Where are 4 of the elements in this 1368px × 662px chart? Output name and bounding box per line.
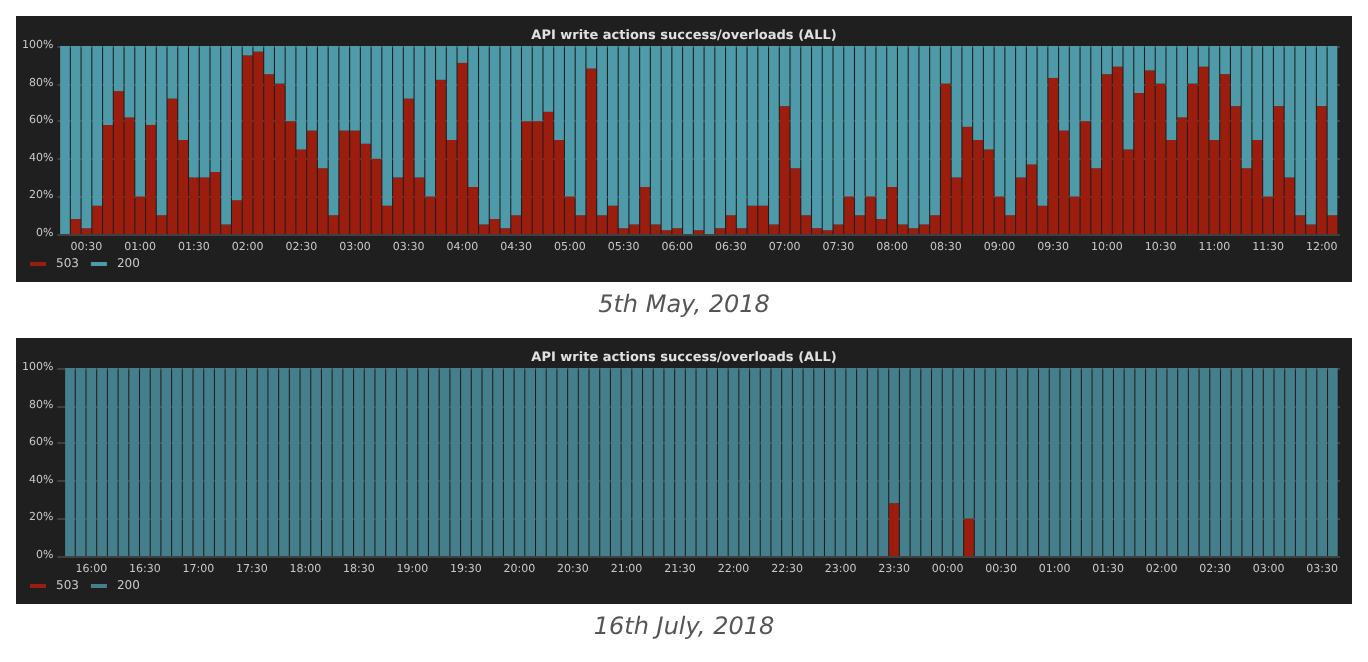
text: 5th May, 2018 — [596, 288, 772, 322]
text: 16th July, 2018 — [591, 610, 777, 644]
bar — [889, 503, 899, 556]
bar — [964, 518, 974, 556]
